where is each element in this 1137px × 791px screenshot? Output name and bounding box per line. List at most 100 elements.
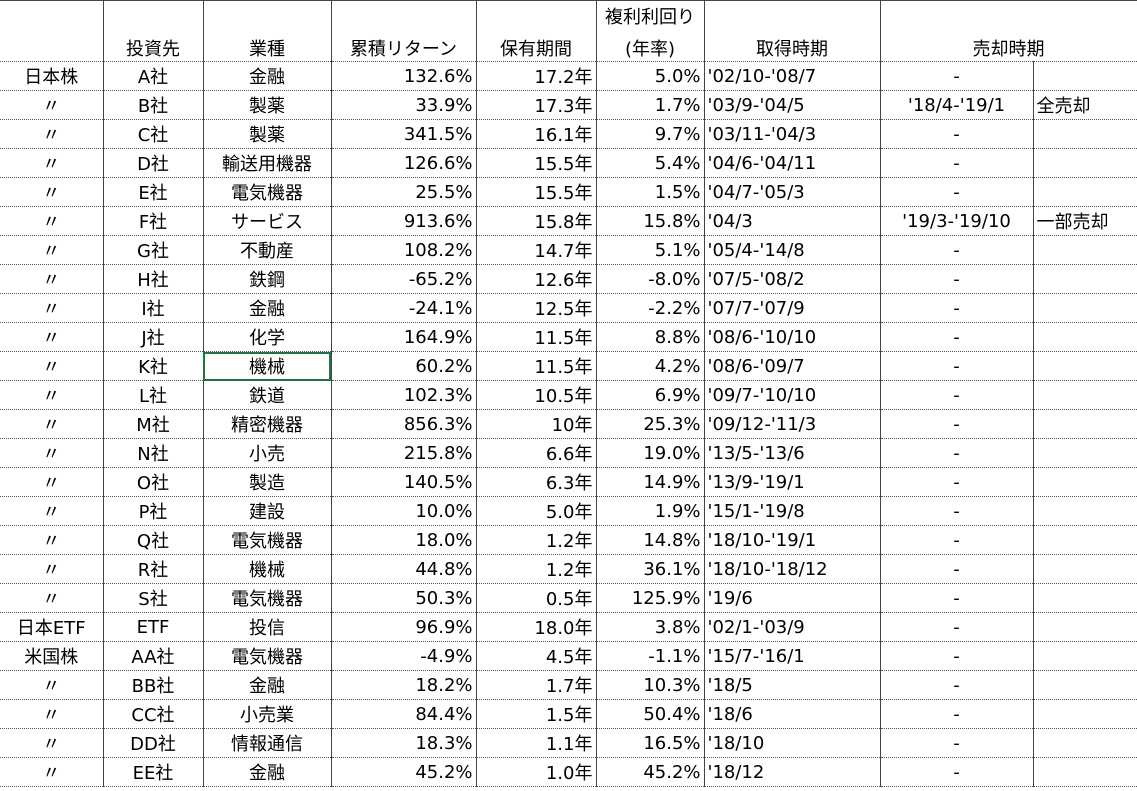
cell: 〃: [0, 554, 104, 584]
cell: 18.2%: [330, 670, 477, 700]
cell: 1.5年: [475, 699, 597, 729]
cell: '18/10-'18/12: [703, 554, 881, 584]
cell: '09/12-'11/3: [703, 409, 881, 439]
table-row: 〃 P社 建設 10.0% 5.0年 1.9% '15/1-'19/8-: [0, 496, 1137, 526]
cell: 15.8年: [475, 206, 597, 236]
cell: 14.9%: [595, 467, 705, 497]
cell: 金融: [202, 757, 332, 787]
cell: 金融: [202, 61, 332, 91]
cell: 96.9%: [330, 612, 477, 642]
cell: 14.8%: [595, 525, 705, 555]
table-row: 日本株 A社 金融 132.6% 17.2年 5.0% '02/10-'08/7-: [0, 61, 1137, 91]
cell: 製薬: [202, 90, 332, 120]
cell: -: [879, 728, 1034, 758]
cell: 45.2%: [595, 757, 705, 787]
cell: B社: [102, 90, 204, 120]
cell: '18/10-'19/1: [703, 525, 881, 555]
cell: 金融: [202, 293, 332, 323]
table-row: 〃 F社 サービス 913.6% 15.8年 15.8% '04/3'19/3-'19/10…: [0, 206, 1137, 236]
cell: -: [879, 235, 1034, 265]
cell: M社: [102, 409, 204, 439]
cell: 小売: [202, 438, 332, 468]
cell: [1032, 322, 1137, 352]
cell: 〃: [0, 438, 104, 468]
cell: 60.2%: [330, 351, 477, 381]
cell: 精密機器: [202, 409, 332, 439]
table-row: 〃 E社 電気機器 25.5% 15.5年 1.5% '04/7-'05/3-: [0, 177, 1137, 207]
table-row: 〃 C社 製薬 341.5% 16.1年 9.7% '03/11-'04/3-: [0, 119, 1137, 149]
cell: '08/6-'10/10: [703, 322, 881, 352]
cell: D社: [102, 148, 204, 178]
cell: 16.1年: [475, 119, 597, 149]
cell: '18/5: [703, 670, 881, 700]
cell: -24.1%: [330, 293, 477, 323]
cell: 〃: [0, 235, 104, 265]
cell: [1032, 438, 1137, 468]
cell: 機械: [202, 554, 332, 584]
cell: '19/3-'19/10: [879, 206, 1034, 236]
cell: 情報通信: [202, 728, 332, 758]
cell: -: [879, 583, 1034, 613]
cell: 10.5年: [475, 380, 597, 410]
cell: G社: [102, 235, 204, 265]
cell: 〃: [0, 119, 104, 149]
cell: 輸送用機器: [202, 148, 332, 178]
cell: [1032, 699, 1137, 729]
cell: -: [879, 641, 1034, 671]
cell: 〃: [0, 264, 104, 294]
cell: [0, 0, 104, 31]
cell: 製薬: [202, 119, 332, 149]
cell: [1032, 351, 1137, 381]
cell: -: [879, 670, 1034, 700]
cell: [1032, 757, 1137, 787]
cell: P社: [102, 496, 204, 526]
cell: 小売業: [202, 699, 332, 729]
cell: -: [879, 264, 1034, 294]
cell: 164.9%: [330, 322, 477, 352]
cell: 電気機器: [202, 177, 332, 207]
cell: 16.5%: [595, 728, 705, 758]
cell: '05/4-'14/8: [703, 235, 881, 265]
cell: AA社: [102, 641, 204, 671]
cell: EE社: [102, 757, 204, 787]
cell: 45.2%: [330, 757, 477, 787]
cell: -: [879, 119, 1034, 149]
cell: Q社: [102, 525, 204, 555]
cell: '13/5-'13/6: [703, 438, 881, 468]
header-cell: 取得時期: [703, 31, 881, 62]
cell: 10.3%: [595, 670, 705, 700]
cell: '02/1-'03/9: [703, 612, 881, 642]
cell: [1032, 119, 1137, 149]
cell: 18.0%: [330, 525, 477, 555]
cell: 25.3%: [595, 409, 705, 439]
cell: -: [879, 467, 1034, 497]
cell: 5.4%: [595, 148, 705, 178]
cell: 126.6%: [330, 148, 477, 178]
header-cell: 投資先: [102, 31, 204, 62]
cell: 17.2年: [475, 61, 597, 91]
cell: -: [879, 351, 1034, 381]
cell: 12.5年: [475, 293, 597, 323]
cell: 鉄道: [202, 380, 332, 410]
cell: -: [879, 554, 1034, 584]
table-row: 〃 B社 製薬 33.9% 17.3年 1.7% '03/9-'04/5'18/4-'19/…: [0, 90, 1137, 120]
cell: A社: [102, 61, 204, 91]
cell: 〃: [0, 670, 104, 700]
cell: 製造: [202, 467, 332, 497]
cell: N社: [102, 438, 204, 468]
cell: '07/7-'07/9: [703, 293, 881, 323]
cell: '03/9-'04/5: [703, 90, 881, 120]
cell: 〃: [0, 728, 104, 758]
cell: [703, 0, 881, 31]
cell: -4.9%: [330, 641, 477, 671]
cell: ETF: [102, 612, 204, 642]
cell: [202, 0, 332, 31]
cell: -: [879, 757, 1034, 787]
cell: 〃: [0, 409, 104, 439]
cell: [1032, 728, 1137, 758]
cell: H社: [102, 264, 204, 294]
cell: 〃: [0, 525, 104, 555]
cell: R社: [102, 554, 204, 584]
cell: 〃: [0, 148, 104, 178]
cell: 不動産: [202, 235, 332, 265]
